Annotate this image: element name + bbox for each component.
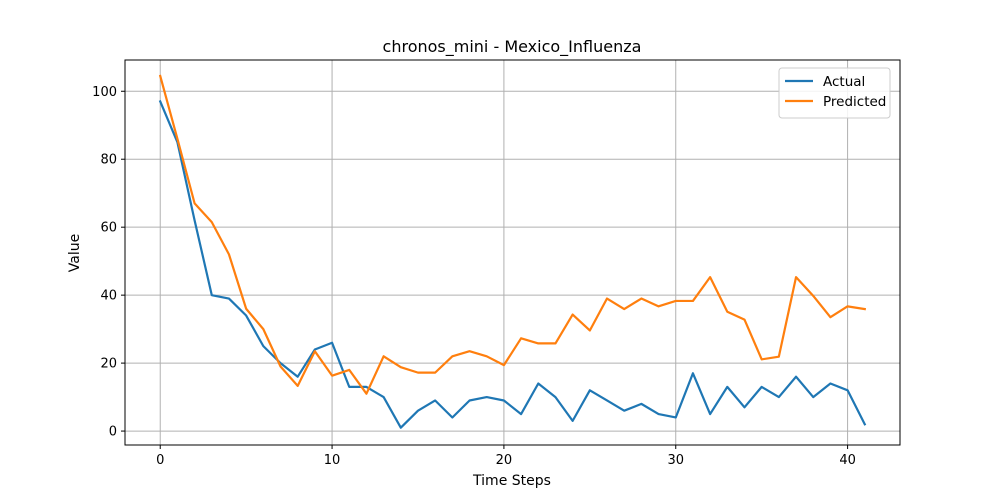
y-tick-label: 100 [92, 85, 117, 100]
y-tick-label: 40 [100, 289, 117, 304]
series-lines [158, 74, 867, 429]
series-line-actual [158, 100, 867, 429]
y-axis-label: Value [67, 234, 83, 272]
chart-title: chronos_mini - Mexico_Influenza [383, 37, 642, 57]
legend-label: Predicted [823, 94, 886, 110]
y-tick-label: 80 [100, 153, 117, 168]
series-line-predicted [158, 74, 867, 395]
x-tick-label: 10 [324, 453, 341, 468]
x-tick-label: 30 [667, 453, 684, 468]
plot-frame [124, 59, 901, 446]
y-tick-label: 60 [100, 221, 117, 236]
y-tick-label: 0 [109, 425, 117, 440]
legend-label: Actual [823, 74, 865, 90]
legend: Actual Predicted [778, 67, 891, 119]
x-tick-label: 40 [839, 453, 856, 468]
y-tick-label: 20 [100, 357, 117, 372]
x-axis-label: Time Steps [472, 473, 551, 489]
x-tick-label: 20 [496, 453, 513, 468]
grid [125, 60, 900, 445]
x-tick-label: 0 [156, 453, 164, 468]
y-axis: 0 20 40 60 80 100 [92, 85, 125, 440]
x-axis: 0 10 20 30 40 [156, 445, 856, 468]
